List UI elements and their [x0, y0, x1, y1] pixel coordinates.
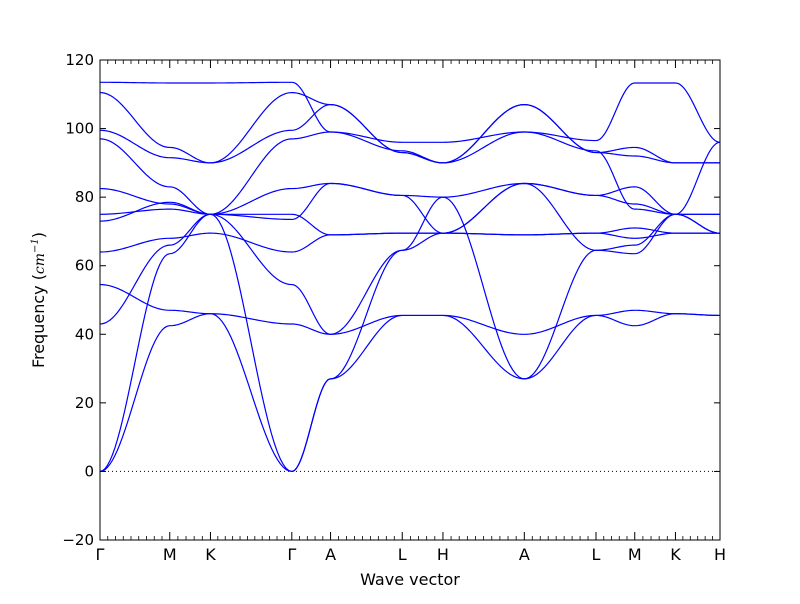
y-tick-label: 60 [75, 257, 94, 275]
y-tick-label: 40 [75, 325, 94, 343]
band-line-11 [99, 91, 720, 164]
band-line-8 [99, 182, 720, 215]
plot-frame [99, 59, 721, 541]
x-tick-label: L [398, 545, 407, 564]
y-tick-label: 100 [65, 120, 94, 138]
y-tick-label: 20 [75, 394, 94, 412]
x-tick-label: M [628, 545, 642, 564]
band-line-12 [100, 81, 721, 143]
x-tick-label: L [592, 545, 601, 564]
x-tick-label: K [205, 545, 216, 564]
band-line-4 [99, 182, 721, 335]
y-axis-label-exponent: −1 [30, 238, 41, 253]
y-axis-label-prefix: Frequency ( [29, 274, 48, 368]
x-tick-label: A [519, 545, 530, 564]
x-tick-label: M [163, 545, 177, 564]
y-tick-label: 120 [65, 51, 94, 69]
x-tick-label: Γ [96, 545, 105, 564]
band-line-9 [99, 131, 721, 215]
plot-area-background [100, 60, 720, 540]
series-group [99, 81, 721, 473]
x-tick-label: H [437, 545, 449, 564]
x-axis-label: Wave vector [360, 570, 460, 589]
band-line-3 [99, 213, 721, 335]
x-tick-label: Γ [287, 545, 296, 564]
y-axis-label: Frequency (cm−1) [29, 232, 48, 368]
x-tick-label: H [714, 545, 726, 564]
y-axis-label-unit: cm [32, 253, 48, 274]
y-ticks: −20 0 20 40 60 80 100 120 [62, 51, 720, 549]
y-tick-label: 80 [75, 188, 94, 206]
x-tick-label: A [325, 545, 336, 564]
y-tick-label: 0 [84, 462, 94, 480]
x-tick-label: K [670, 545, 681, 564]
y-axis-label-suffix: ) [29, 232, 48, 238]
y-tick-label: −20 [62, 531, 94, 549]
